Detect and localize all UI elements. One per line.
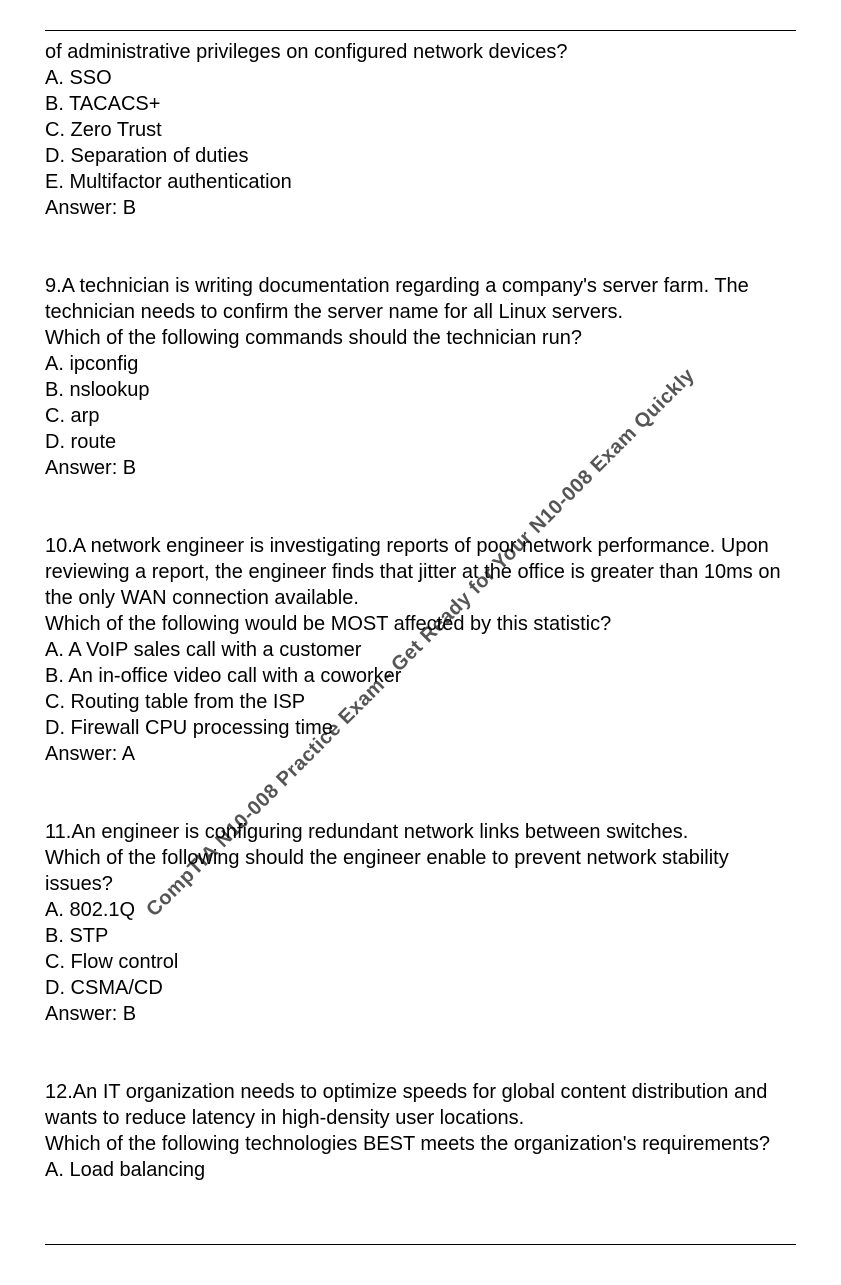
question-12-line-1: 12.An IT organization needs to optimize … — [45, 1079, 796, 1105]
question-9-option-b: B. nslookup — [45, 377, 796, 403]
top-horizontal-rule — [45, 30, 796, 31]
question-10-line-3: the only WAN connection available. — [45, 585, 796, 611]
question-8-answer: Answer: B — [45, 195, 796, 221]
question-12-option-a: A. Load balancing — [45, 1157, 796, 1183]
question-10-line-4: Which of the following would be MOST aff… — [45, 611, 796, 637]
question-11-option-d: D. CSMA/CD — [45, 975, 796, 1001]
question-9: 9.A technician is writing documentation … — [45, 273, 796, 481]
question-10: 10.A network engineer is investigating r… — [45, 533, 796, 767]
question-11-answer: Answer: B — [45, 1001, 796, 1027]
question-12-line-2: wants to reduce latency in high-density … — [45, 1105, 796, 1131]
question-9-option-c: C. arp — [45, 403, 796, 429]
question-10-answer: Answer: A — [45, 741, 796, 767]
question-10-option-b: B. An in-office video call with a cowork… — [45, 663, 796, 689]
question-10-option-c: C. Routing table from the ISP — [45, 689, 796, 715]
question-10-option-d: D. Firewall CPU processing time — [45, 715, 796, 741]
question-8-option-a: A. SSO — [45, 65, 796, 91]
question-11-option-a: A. 802.1Q — [45, 897, 796, 923]
question-9-option-d: D. route — [45, 429, 796, 455]
question-8-option-e: E. Multifactor authentication — [45, 169, 796, 195]
document-body: of administrative privileges on configur… — [45, 39, 796, 1183]
bottom-horizontal-rule — [45, 1244, 796, 1245]
question-8-partial: of administrative privileges on configur… — [45, 39, 796, 221]
question-11-option-c: C. Flow control — [45, 949, 796, 975]
question-9-answer: Answer: B — [45, 455, 796, 481]
question-9-line-1: 9.A technician is writing documentation … — [45, 273, 796, 299]
question-10-line-2: reviewing a report, the engineer finds t… — [45, 559, 796, 585]
question-8-option-b: B. TACACS+ — [45, 91, 796, 117]
question-11-option-b: B. STP — [45, 923, 796, 949]
question-11-line-1: 11.An engineer is configuring redundant … — [45, 819, 796, 845]
question-8-fragment: of administrative privileges on configur… — [45, 39, 796, 65]
question-11: 11.An engineer is configuring redundant … — [45, 819, 796, 1027]
question-9-option-a: A. ipconfig — [45, 351, 796, 377]
question-12-line-3: Which of the following technologies BEST… — [45, 1131, 796, 1157]
question-10-line-1: 10.A network engineer is investigating r… — [45, 533, 796, 559]
question-9-line-3: Which of the following commands should t… — [45, 325, 796, 351]
question-11-line-2: Which of the following should the engine… — [45, 845, 796, 897]
question-9-line-2: technician needs to confirm the server n… — [45, 299, 796, 325]
question-8-option-c: C. Zero Trust — [45, 117, 796, 143]
question-10-option-a: A. A VoIP sales call with a customer — [45, 637, 796, 663]
question-8-option-d: D. Separation of duties — [45, 143, 796, 169]
question-12-partial: 12.An IT organization needs to optimize … — [45, 1079, 796, 1183]
